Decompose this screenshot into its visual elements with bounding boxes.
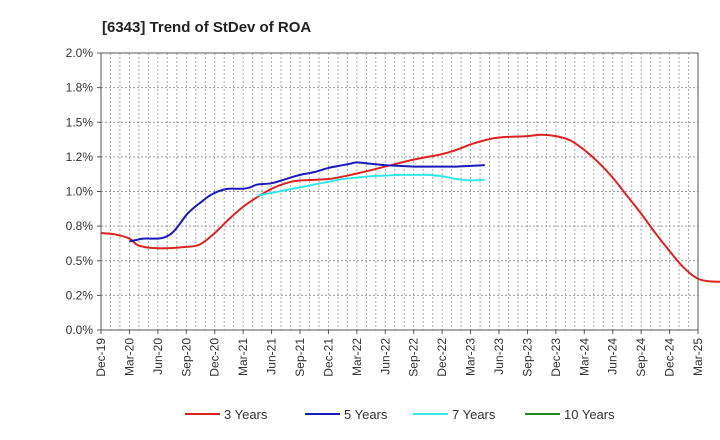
y-tick-label: 0.2% xyxy=(66,288,94,302)
y-tick-label: 1.8% xyxy=(66,81,94,95)
y-tick-label: 0.5% xyxy=(66,254,94,268)
x-tick-label: Sep-23 xyxy=(520,338,534,377)
legend: 3 Years 5 Years 7 Years 10 Years xyxy=(185,407,615,422)
y-tick-label: 0.0% xyxy=(66,323,94,337)
x-tick-label: Jun-23 xyxy=(492,338,506,375)
legend-label: 5 Years xyxy=(344,407,388,422)
series-line-5-years xyxy=(129,161,485,243)
grid xyxy=(101,53,698,330)
y-tick-label: 1.0% xyxy=(66,185,94,199)
x-tick-label: Dec-20 xyxy=(208,338,222,377)
x-tick-label: Sep-24 xyxy=(634,338,648,377)
x-tick-label: Sep-22 xyxy=(407,338,421,377)
x-tick-label: Jun-20 xyxy=(151,338,165,375)
chart-title: [6343] Trend of StDev of ROA xyxy=(102,19,311,36)
x-tick-label: Dec-21 xyxy=(321,338,335,377)
legend-label: 7 Years xyxy=(452,407,496,422)
x-axis: Dec-19 Mar-20 Jun-20 Sep-20 Dec-20 Mar-21 Jun-… xyxy=(94,330,705,377)
x-tick-label: Sep-20 xyxy=(179,338,193,377)
x-tick-label: Jun-21 xyxy=(265,338,279,375)
series-line-7-years xyxy=(257,173,485,197)
x-tick-label: Mar-22 xyxy=(350,338,364,376)
x-tick-label: Dec-19 xyxy=(94,338,108,377)
x-tick-label: Dec-22 xyxy=(435,338,449,377)
x-tick-label: Sep-21 xyxy=(293,338,307,377)
x-tick-label: Jun-22 xyxy=(378,338,392,375)
series-lines xyxy=(100,133,720,283)
y-tick-label: 0.8% xyxy=(66,219,94,233)
x-tick-label: Dec-24 xyxy=(663,338,677,377)
x-tick-label: Mar-23 xyxy=(464,338,478,376)
x-tick-label: Mar-20 xyxy=(122,338,136,376)
x-tick-label: Mar-21 xyxy=(236,338,250,376)
series-line-3-years xyxy=(100,133,720,283)
y-tick-label: 1.5% xyxy=(66,115,94,129)
x-tick-label: Mar-25 xyxy=(691,338,705,376)
y-tick-label: 1.2% xyxy=(66,150,94,164)
legend-label: 3 Years xyxy=(224,407,268,422)
y-axis: 0.0% 0.2% 0.5% 0.8% 1.0% 1.2% 1.5% 1.8% 2.0% xyxy=(66,46,101,337)
x-tick-label: Jun-24 xyxy=(606,338,620,375)
legend-label: 10 Years xyxy=(564,407,615,422)
y-tick-label: 2.0% xyxy=(66,46,94,60)
x-tick-label: Mar-24 xyxy=(577,338,591,376)
x-tick-label: Dec-23 xyxy=(549,338,563,377)
plot-frame xyxy=(100,52,699,331)
